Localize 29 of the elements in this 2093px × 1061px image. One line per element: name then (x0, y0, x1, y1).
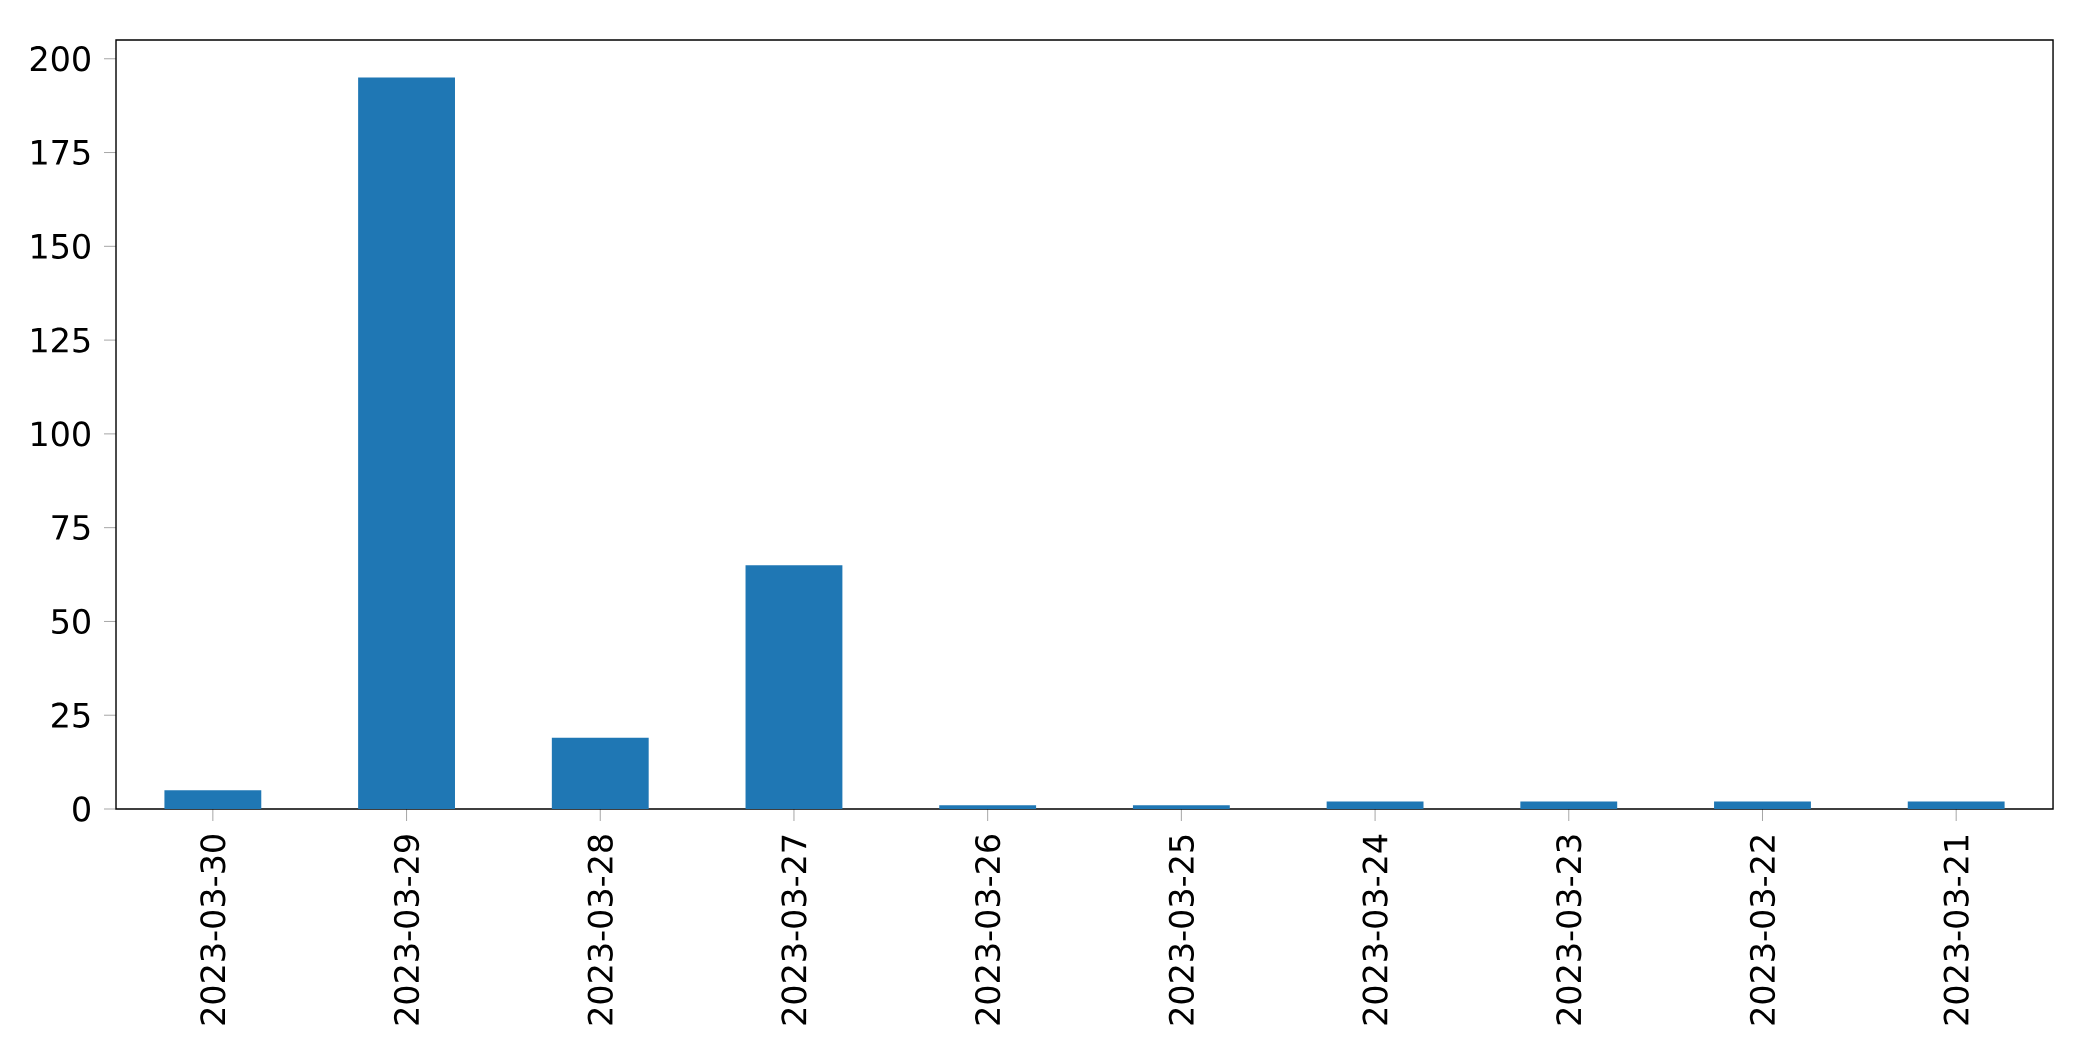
x-tick-label: 2023-03-25 (1168, 835, 1195, 1025)
y-tick-label: 75 (52, 515, 90, 541)
x-tick-label: 2023-03-30 (200, 835, 226, 1025)
y-tick-label: 200 (30, 46, 90, 72)
x-tick-label: 2023-03-28 (587, 835, 613, 1025)
y-tick-label: 150 (32, 233, 90, 259)
bar (1907, 801, 2005, 810)
bar (939, 805, 1037, 810)
y-tick-label: 25 (52, 702, 90, 728)
x-tick-label: 2023-03-27 (781, 835, 807, 1025)
bar (1132, 805, 1230, 810)
x-tick-label: 2023-03-23 (1556, 835, 1582, 1025)
y-tick-label: 0 (73, 796, 90, 822)
y-tick-label: 125 (32, 327, 90, 353)
bar (1326, 801, 1424, 810)
x-tick-label: 2023-03-24 (1362, 834, 1388, 1025)
bar (1520, 801, 1618, 810)
bar (551, 737, 649, 810)
y-tick-label: 175 (32, 140, 90, 165)
x-tick-label: 2023-03-29 (393, 835, 420, 1025)
x-tick-label: 2023-03-22 (1749, 836, 1776, 1025)
y-tick-label: 100 (32, 421, 90, 447)
bar (164, 790, 262, 810)
bar (358, 77, 455, 810)
x-tick-label: 2023-03-26 (975, 835, 1001, 1025)
bar (1714, 801, 1811, 810)
x-tick-label: 2023-03-21 (1943, 835, 1969, 1025)
bar (745, 565, 843, 810)
y-tick-label: 50 (52, 608, 90, 635)
